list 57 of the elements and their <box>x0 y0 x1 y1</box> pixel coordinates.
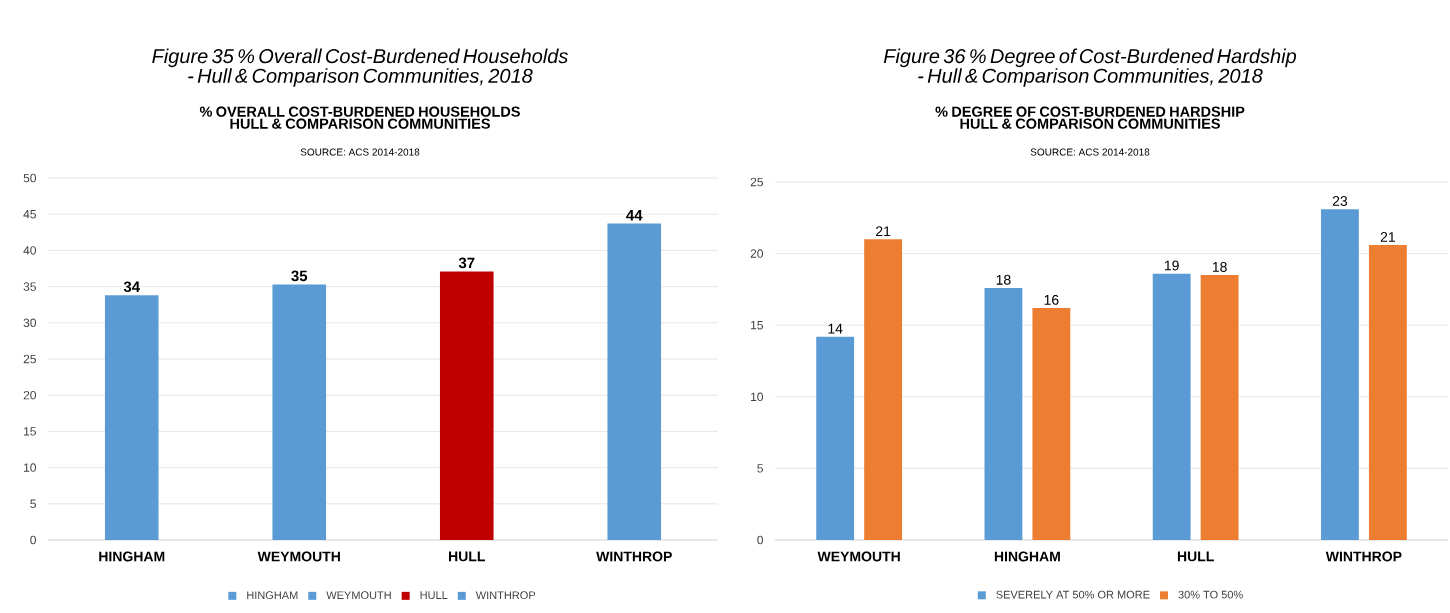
legend-label: WEYMOUTH <box>326 591 391 600</box>
data-label: 19 <box>1164 260 1179 271</box>
data-label: 34 <box>123 281 141 293</box>
y-tick-label: 45 <box>23 210 36 219</box>
y-tick-label: 40 <box>23 246 36 255</box>
legend-label: 30% TO 50% <box>1178 590 1243 599</box>
data-label: 23 <box>1332 196 1348 207</box>
legend-label: WINTHROP <box>475 591 536 600</box>
x-tick-label: HINGHAM <box>99 551 165 562</box>
chart-title: Figure 36 % Degree of Cost-Burdened Hardship - Hull & Comparison Communities, 2018 <box>883 48 1297 87</box>
legend-label: HINGHAM <box>247 591 298 600</box>
x-tick-label: WEYMOUTH <box>257 551 340 562</box>
bar <box>1368 245 1407 540</box>
x-tick-label: WEYMOUTH <box>817 551 900 562</box>
y-tick-label: 5 <box>30 499 36 508</box>
bar <box>1320 209 1359 540</box>
data-label: 16 <box>1044 294 1059 305</box>
data-label: 35 <box>291 270 308 282</box>
x-tick-label: HULL <box>1177 551 1214 562</box>
bar <box>1152 273 1191 540</box>
bar <box>1032 308 1071 540</box>
data-label: 14 <box>828 323 843 334</box>
y-tick-label: 50 <box>23 173 36 183</box>
source-note: SOURCE: ACS 2014-2018 <box>300 148 420 156</box>
legend-label: HULL <box>420 591 448 599</box>
data-label: 21 <box>876 226 891 237</box>
data-label: 44 <box>626 210 643 221</box>
y-tick-label: 0 <box>757 535 764 545</box>
source-note: SOURCE: ACS 2014-2018 <box>1030 148 1150 156</box>
data-label: 18 <box>996 274 1011 285</box>
legend-label: SEVERELY AT 50% OR MORE <box>996 590 1150 599</box>
y-tick-label: 10 <box>24 463 36 472</box>
data-label: 18 <box>1212 261 1227 272</box>
y-tick-label: 30 <box>23 318 36 328</box>
x-tick-label: WINTHROP <box>596 551 672 562</box>
bar <box>1200 275 1239 540</box>
y-tick-label: 0 <box>30 535 37 545</box>
y-tick-label: 20 <box>23 390 36 400</box>
chart-title: Figure 35 % Overall Cost-Burdened Households - Hull & Comparison Communities, 2018 <box>152 48 568 87</box>
x-tick-label: WINTHROP <box>1325 551 1402 562</box>
x-tick-label: HULL <box>449 551 485 562</box>
bar <box>984 287 1023 540</box>
y-tick-label: 35 <box>23 282 36 291</box>
data-label: 37 <box>458 257 475 269</box>
data-label: 21 <box>1380 232 1395 242</box>
x-tick-label: HINGHAM <box>994 551 1060 562</box>
y-tick-label: 25 <box>23 354 36 364</box>
y-tick-label: 15 <box>24 427 36 436</box>
chart-subtitle: % DEGREE OF COST-BURDENED HARDSHIP HULL & COMPARISON COMMUNITIES <box>935 106 1245 129</box>
y-tick-label: 25 <box>750 177 763 187</box>
y-tick-label: 20 <box>750 249 764 258</box>
bar <box>864 239 903 540</box>
bar <box>816 336 855 540</box>
y-tick-label: 5 <box>757 464 763 473</box>
chart-subtitle: % OVERALL COST-BURDENED HOUSEHOLDS HULL & COMPARISON COMMUNITIES <box>199 106 520 129</box>
y-tick-label: 10 <box>751 392 764 402</box>
y-tick-label: 15 <box>751 321 763 330</box>
